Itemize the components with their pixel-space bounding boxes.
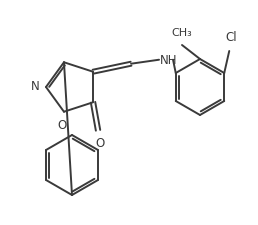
Text: N: N bbox=[31, 81, 40, 94]
Text: NH: NH bbox=[160, 54, 178, 67]
Text: O: O bbox=[57, 119, 67, 132]
Text: CH₃: CH₃ bbox=[172, 28, 192, 38]
Text: Cl: Cl bbox=[225, 31, 237, 44]
Text: O: O bbox=[95, 137, 105, 150]
